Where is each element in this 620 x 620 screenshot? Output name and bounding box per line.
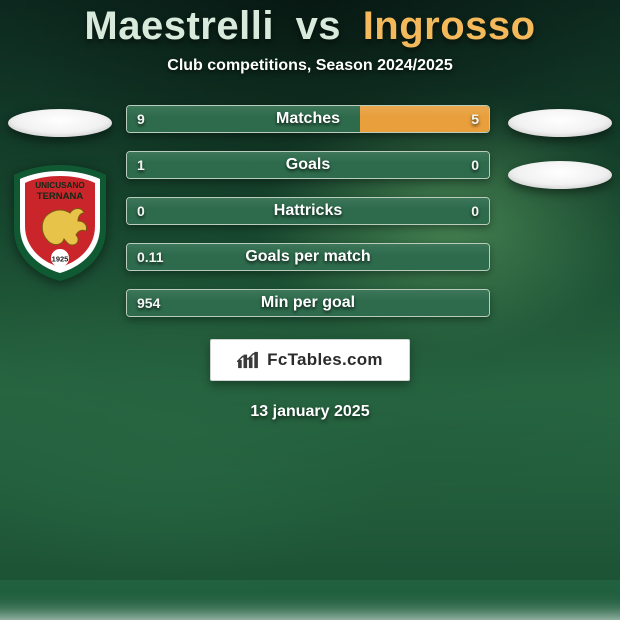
- player1-club-badge: UNICUSANO TERNANA 1925: [10, 163, 110, 283]
- bar-right-value: 0: [471, 157, 479, 173]
- svg-text:UNICUSANO: UNICUSANO: [35, 181, 85, 190]
- player1-photo-placeholder: [8, 109, 112, 137]
- left-side-column: UNICUSANO TERNANA 1925: [0, 105, 120, 283]
- comparison-area: UNICUSANO TERNANA 1925 Matches95Goals10H…: [0, 105, 620, 317]
- bar-right-value: 5: [471, 111, 479, 127]
- stat-bar-row: Min per goal 954: [126, 289, 490, 317]
- brand-text: FcTables.com: [267, 350, 383, 370]
- bar-label: Matches: [276, 110, 340, 128]
- svg-text:TERNANA: TERNANA: [37, 191, 84, 202]
- bar-left-value: 954: [137, 295, 160, 311]
- subtitle: Club competitions, Season 2024/2025: [167, 57, 452, 75]
- bar-right-value: 0: [471, 203, 479, 219]
- player2-club-placeholder: [508, 161, 612, 189]
- bar-chart-icon: [237, 351, 259, 369]
- player1-name: Maestrelli: [84, 4, 274, 48]
- comparison-bars: Matches 9 5 Goals 1 0 Hattricks 0 0 Goals per mat…: [120, 105, 500, 317]
- bar-label: Hattricks: [274, 202, 342, 220]
- vs-separator: vs: [296, 4, 342, 48]
- player2-photo-placeholder: [508, 109, 612, 137]
- date-label: 13 january 2025: [250, 403, 369, 421]
- ternana-badge-icon: UNICUSANO TERNANA 1925: [10, 163, 110, 283]
- stat-bar-row: Matches 9 5: [126, 105, 490, 133]
- bar-label: Min per goal: [261, 294, 355, 312]
- content-root: Maestrelli vs Ingrosso Club competitions…: [0, 0, 620, 580]
- stat-bar-row: Goals 1 0: [126, 151, 490, 179]
- bar-label: Goals: [286, 156, 330, 174]
- stat-bar-row: Hattricks 0 0: [126, 197, 490, 225]
- bar-left-value: 9: [137, 111, 145, 127]
- svg-text:1925: 1925: [52, 255, 69, 264]
- right-side-column: [500, 105, 620, 189]
- bar-left-value: 1: [137, 157, 145, 173]
- bar-right-fill: [360, 106, 489, 132]
- page-title: Maestrelli vs Ingrosso: [84, 4, 535, 49]
- stat-bar-row: Goals per match 0.11: [126, 243, 490, 271]
- player2-name: Ingrosso: [363, 4, 536, 48]
- bar-left-value: 0: [137, 203, 145, 219]
- brand-box: FcTables.com: [210, 339, 410, 381]
- bar-left-value: 0.11: [137, 249, 163, 265]
- bar-label: Goals per match: [245, 248, 370, 266]
